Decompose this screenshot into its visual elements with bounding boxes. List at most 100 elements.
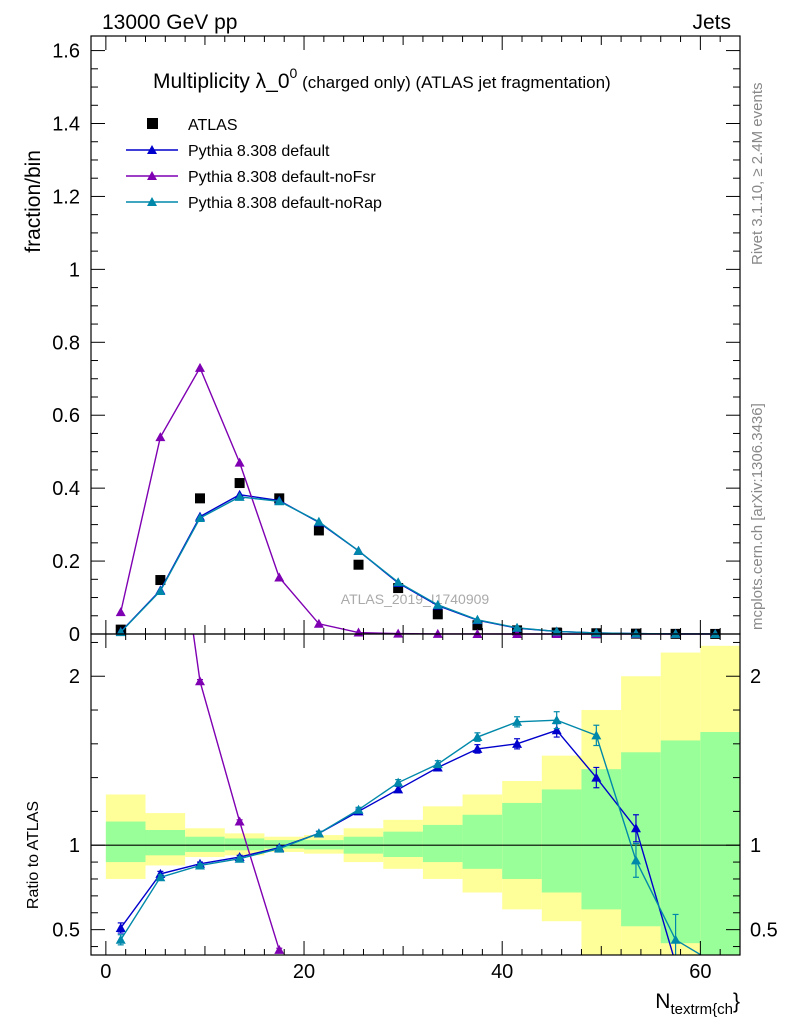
- legend-label: Pythia 8.308 default-noFsr: [188, 169, 376, 186]
- band-inner-bin: [185, 836, 225, 852]
- atlas-data-point: [472, 620, 483, 631]
- main-series-marker: [274, 572, 285, 582]
- atlas-data-point: [353, 559, 364, 570]
- main-series-marker: [155, 432, 166, 442]
- band-inner-bin: [145, 829, 186, 856]
- header-left: 13000 GeV pp: [102, 11, 237, 34]
- band-inner-bin: [581, 769, 622, 910]
- ratio-series-marker: [630, 855, 641, 865]
- ratio-series-marker: [393, 777, 404, 787]
- main-y-tick-label: 0.6: [52, 405, 80, 427]
- ratio-series-marker: [234, 816, 245, 826]
- ratio-series-marker: [512, 716, 523, 726]
- band-inner-bin: [105, 821, 146, 863]
- main-series-marker: [591, 627, 602, 637]
- ratio-panel-series: [115, 634, 703, 955]
- main-series-marker: [274, 496, 285, 506]
- x-tick-label: 0: [100, 961, 111, 983]
- ratio-y-tick-label: 1: [69, 835, 80, 857]
- main-series-marker: [670, 628, 681, 638]
- band-inner-bin: [383, 831, 423, 858]
- ratio-series-marker: [551, 715, 562, 725]
- main-y-tick-label: 1: [69, 259, 80, 281]
- atlas-data-point: [393, 583, 404, 594]
- legend-label: ATLAS: [188, 117, 238, 134]
- main-series-marker: [313, 516, 324, 526]
- main-series-line: [120, 493, 716, 635]
- ratio-series-marker: [274, 944, 285, 954]
- ratio-series-marker: [194, 860, 205, 870]
- ratio-series-clipped: [115, 634, 703, 955]
- ratio-series-marker: [194, 676, 205, 686]
- axes: 0 20 40 60 0 0.2 0.4 0.6 0.8 1 1.2 1.4 1.6 0.5 0.5 1 1 2 2: [52, 35, 778, 983]
- ratio-y-tick-label-right: 2: [750, 666, 761, 688]
- ratio-y-tick-label-right: 1: [750, 835, 761, 857]
- x-tick-label: 20: [293, 961, 315, 983]
- atlas-data-point: [313, 525, 324, 536]
- band-inner-bin: [462, 814, 503, 869]
- main-series-marker: [432, 628, 443, 638]
- x-axis-label: Ntextrm{ch}: [655, 990, 740, 1018]
- ratio-series-marker: [591, 772, 602, 782]
- legend-marker: [147, 197, 157, 206]
- legend-label: Pythia 8.308 default-noRap: [188, 195, 382, 212]
- ratio-series-marker: [670, 934, 681, 944]
- ratio-series-marker: [115, 934, 126, 944]
- main-series-marker: [194, 362, 205, 372]
- x-tick-label: 60: [689, 961, 711, 983]
- main-series-line: [120, 496, 716, 635]
- main-series-marker: [551, 626, 562, 636]
- main-series-marker: [432, 599, 443, 609]
- x-tick-label: 40: [491, 961, 513, 983]
- main-series-marker: [194, 513, 205, 523]
- ratio-series-marker: [115, 922, 126, 932]
- ratio-y-tick-label-right: 0.5: [750, 920, 778, 942]
- ratio-series-marker: [472, 743, 483, 753]
- main-y-tick-label: 0: [69, 624, 80, 646]
- main-series-marker: [393, 628, 404, 638]
- main-y-tick-label: 0.8: [52, 332, 80, 354]
- ratio-series-marker: [274, 843, 285, 853]
- main-ylabel: fraction/bin: [22, 150, 45, 253]
- header-right: Jets: [692, 11, 731, 34]
- main-series-marker: [630, 628, 641, 638]
- ratio-series-marker: [591, 730, 602, 740]
- ratio-series-marker: [155, 872, 166, 882]
- main-series-marker: [313, 618, 324, 628]
- band-inner-bin: [264, 840, 305, 849]
- main-series-marker: [512, 622, 523, 632]
- atlas-data-point: [155, 575, 166, 586]
- main-series-marker: [234, 491, 245, 501]
- band-inner-bin: [621, 752, 661, 927]
- band-inner-bin: [224, 838, 265, 851]
- band-inner-bin: [700, 731, 740, 955]
- mcplots-label: mcplots.cern.ch [arXiv:1306.3436]: [749, 403, 766, 630]
- main-y-tick-label: 1.4: [52, 114, 80, 136]
- rivet-label: Rivet 3.1.10, ≥ 2.4M events: [749, 83, 766, 266]
- main-series-marker: [472, 614, 483, 624]
- ratio-series-marker: [234, 853, 245, 863]
- main-y-tick-label: 0.4: [52, 478, 80, 500]
- ratio-series-marker: [630, 823, 641, 833]
- ratio-series-marker: [313, 828, 324, 838]
- legend-marker: [147, 145, 157, 154]
- atlas-data-point: [194, 493, 205, 504]
- ratio-series-marker: [472, 732, 483, 742]
- legend-marker: [147, 171, 157, 180]
- main-y-tick-label: 1.2: [52, 186, 80, 208]
- main-y-tick-label: 1.6: [52, 41, 80, 63]
- main-series-marker: [234, 457, 245, 467]
- ratio-series-marker: [353, 804, 364, 814]
- legend-label: Pythia 8.308 default: [188, 143, 330, 160]
- band-inner-bin: [422, 824, 463, 863]
- main-series-marker: [393, 577, 404, 587]
- ratio-series-line: [120, 719, 703, 955]
- ratio-y-tick-label: 2: [69, 666, 80, 688]
- atlas-data-point: [432, 609, 443, 620]
- ratio-ylabel: Ratio to ATLAS: [25, 801, 42, 909]
- main-y-tick-label: 0.2: [52, 551, 80, 573]
- ratio-series-marker: [512, 738, 523, 748]
- band-inner-bin: [502, 802, 542, 879]
- ratio-panel-frame: [90, 633, 741, 956]
